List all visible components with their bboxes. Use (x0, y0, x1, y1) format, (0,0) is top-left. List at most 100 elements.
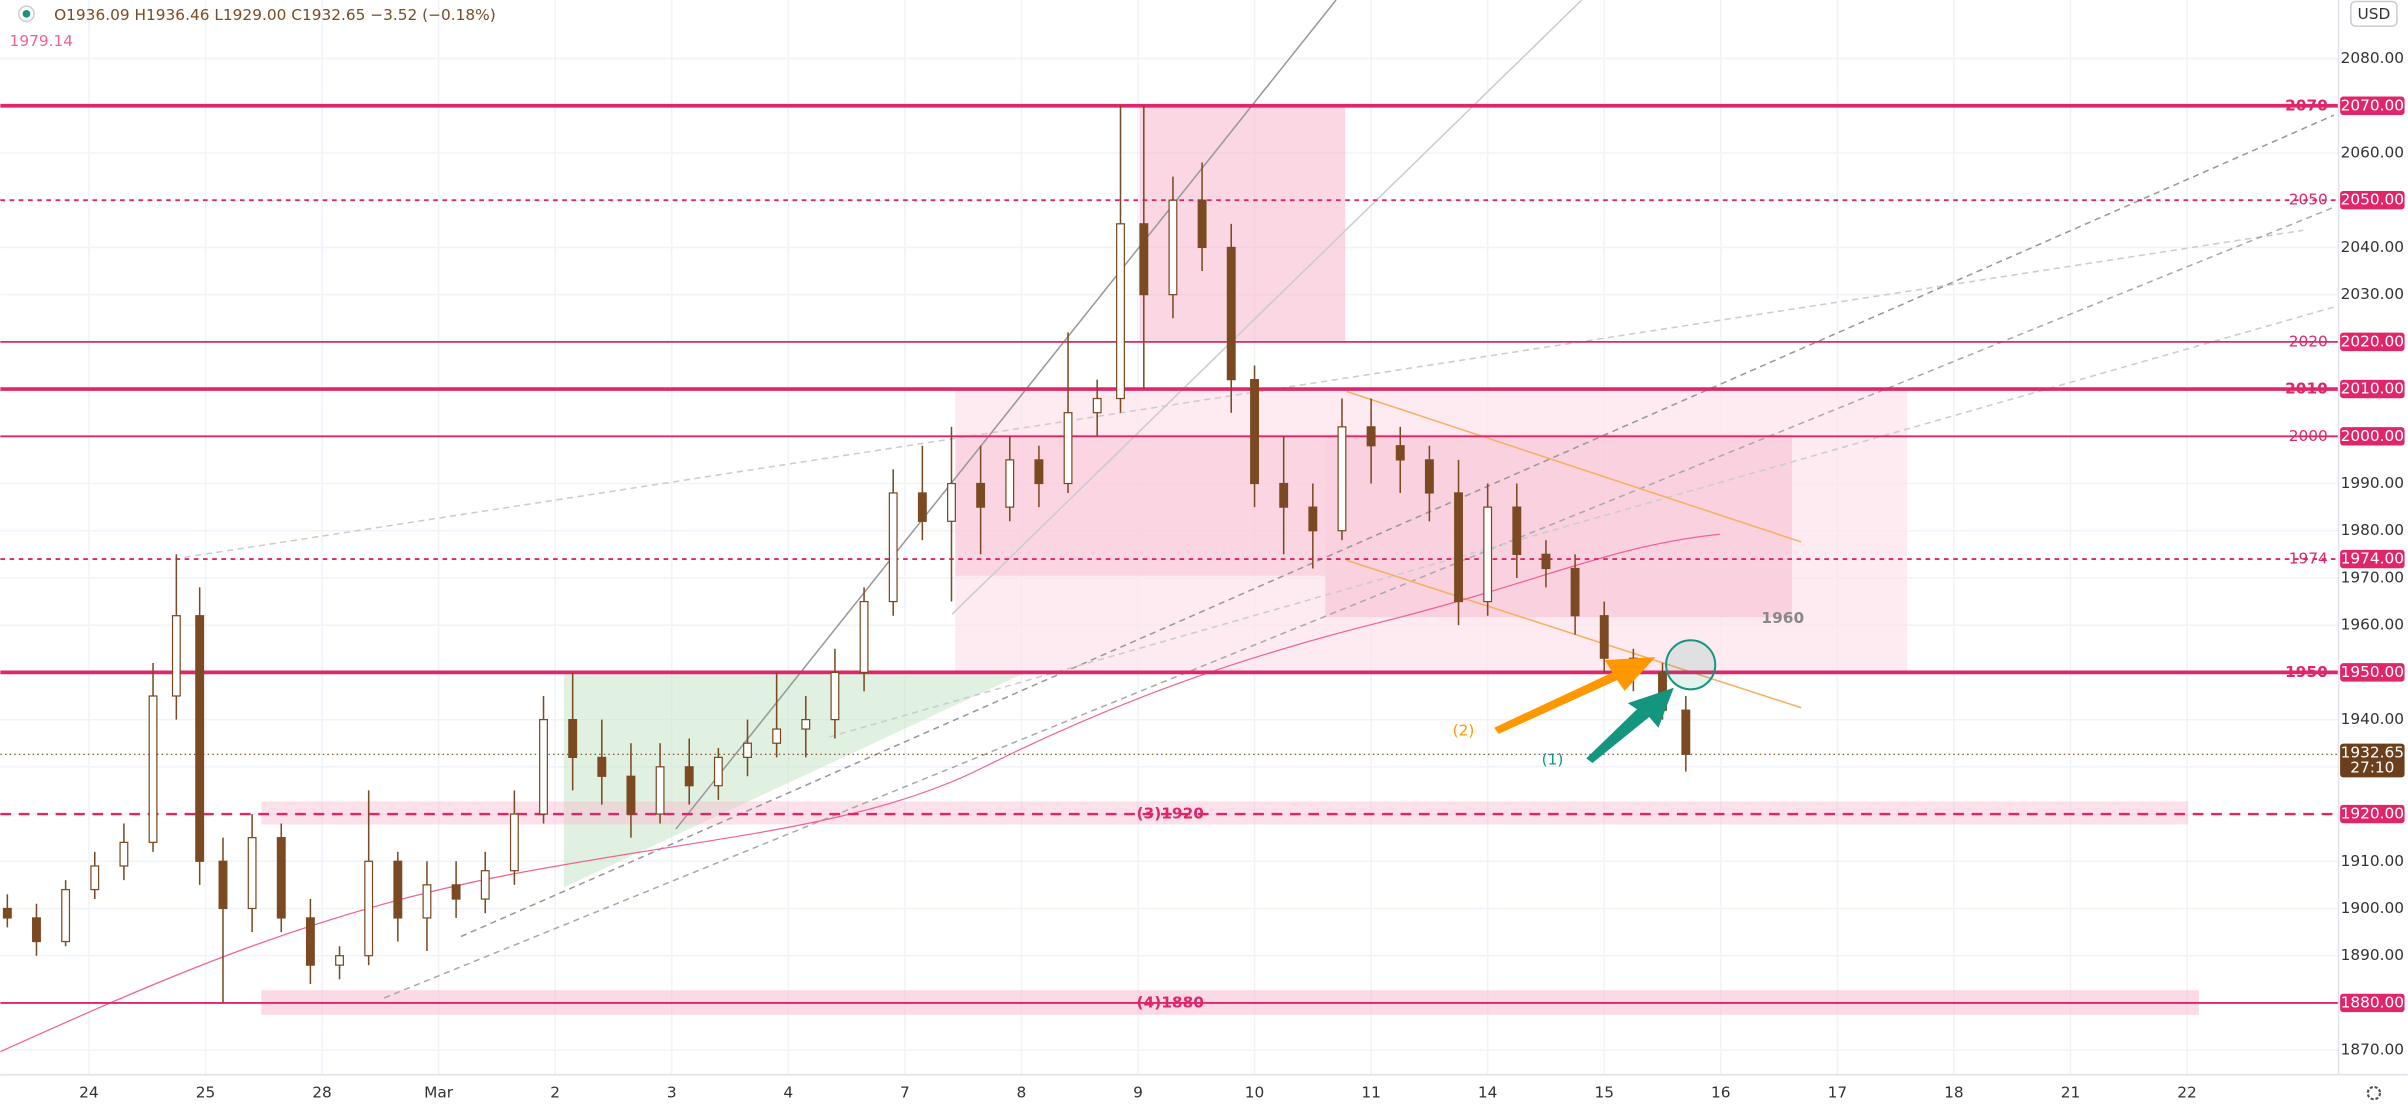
candle-body (684, 766, 694, 787)
annotation: 1960 (1761, 609, 1804, 627)
trendline (383, 206, 2335, 999)
candle-body (335, 955, 344, 966)
candle-body (1116, 223, 1125, 400)
candle-body (2, 907, 12, 919)
candle-body (1424, 459, 1434, 494)
currency[interactable]: USD (2357, 5, 2390, 23)
x-tick-label: 21 (2061, 1084, 2081, 1102)
level-label: 1950 (2285, 663, 2328, 681)
price-tag-label: 2050.00 (2341, 191, 2404, 209)
candle-body (801, 718, 811, 730)
moving-average (0, 533, 1720, 1053)
x-tick-label: 14 (1478, 1084, 1498, 1102)
x-tick-label: 22 (2177, 1084, 2197, 1102)
y-tick-label: 2060.00 (2341, 143, 2404, 161)
price-tag-label: 1920.00 (2341, 805, 2404, 823)
candle-body (713, 756, 723, 787)
candle-body (568, 718, 578, 758)
axis-labels: 1870.00 1880.00 1890.00 1900.00 1910.00 1920.… (79, 49, 2405, 1102)
zone (1325, 434, 1793, 618)
candle-body (32, 917, 41, 943)
candle-body (539, 718, 548, 815)
candle-body (888, 492, 898, 603)
x-tick-label: 15 (1594, 1084, 1614, 1102)
price-tag-label: 2020.00 (2341, 332, 2404, 350)
candle-body (422, 884, 432, 919)
x-tick-label: 28 (312, 1084, 332, 1102)
trendline (829, 306, 2335, 738)
x-tick-label: 2 (550, 1084, 560, 1102)
x-tick-label: 25 (196, 1084, 216, 1102)
candle-body (1337, 426, 1347, 532)
x-tick-label: 7 (900, 1084, 910, 1102)
price-tag-label: 2010.00 (2341, 380, 2404, 398)
settings-icon[interactable] (2366, 1085, 2382, 1101)
status-dot (22, 9, 31, 18)
price-tag (2340, 663, 2405, 682)
x-tick-label: 8 (1017, 1084, 1027, 1102)
x-tick-label: 3 (667, 1084, 677, 1102)
price-tag-label: 1880.00 (2341, 993, 2404, 1011)
candle-body (1308, 506, 1318, 532)
candles (2, 105, 1691, 1003)
candle-body (1168, 199, 1178, 296)
candle-body (247, 837, 257, 910)
price-tag (2340, 96, 2405, 115)
candle-body (1005, 459, 1015, 508)
candle-body (480, 870, 490, 900)
candle-body (305, 917, 315, 966)
level-label: 2010 (2285, 380, 2328, 398)
price-tag (2340, 993, 2405, 1013)
arrow (1494, 657, 1656, 734)
last-price-tag (2340, 743, 2405, 778)
price-tag (2340, 804, 2405, 824)
y-tick-label: 1900.00 (2341, 899, 2404, 917)
y-tick-label: 2080.00 (2341, 49, 2404, 67)
channel-line (1346, 390, 1802, 543)
candle-body (1454, 492, 1463, 603)
annotation: (2) (1453, 721, 1475, 739)
trendline (951, 0, 1583, 615)
x-tick-label: 18 (1944, 1084, 1964, 1102)
currency-button[interactable] (2350, 0, 2398, 27)
candle-body (393, 860, 403, 919)
candle-body (917, 492, 927, 522)
candle-body (1366, 426, 1376, 447)
x-tick-label: 24 (79, 1084, 99, 1102)
candle-body (1250, 379, 1259, 485)
candle-body (1599, 615, 1609, 659)
price-tag (2340, 549, 2405, 569)
candle-body (1512, 506, 1522, 555)
candle-body (1483, 506, 1493, 603)
trendlines (0, 0, 2335, 1053)
price-tag (2340, 427, 2405, 446)
candle-body (90, 865, 100, 891)
levels: 2070 2050 2020 2010 2000 1974 1950 (3)1920 (4)18… (0, 96, 2339, 1011)
candle-body (655, 766, 665, 815)
x-tick-label: 10 (1245, 1084, 1265, 1102)
trendline (675, 0, 1337, 830)
candle-body (1092, 397, 1102, 414)
x-tick-label: 11 (1361, 1084, 1381, 1102)
candle-body (772, 728, 782, 744)
candle-body (364, 860, 374, 957)
level-label: 2000 (2289, 427, 2328, 445)
level-label: (4)1880 (1137, 993, 1204, 1011)
level-label: 1974 (2289, 550, 2328, 568)
candle-body (195, 615, 205, 862)
candle-body (743, 742, 752, 758)
annotation: (1) (1542, 750, 1564, 768)
arrow (1586, 687, 1674, 764)
candle-body (451, 884, 461, 900)
zone (563, 670, 1029, 888)
countdown: 27:10 (2350, 759, 2394, 777)
candle-body (859, 600, 869, 674)
candle-body (218, 860, 228, 910)
candle-body (171, 615, 181, 697)
candle-body (119, 841, 129, 867)
candle-body (947, 482, 956, 522)
candle-body (626, 775, 636, 815)
y-tick-label: 1940.00 (2341, 710, 2404, 728)
